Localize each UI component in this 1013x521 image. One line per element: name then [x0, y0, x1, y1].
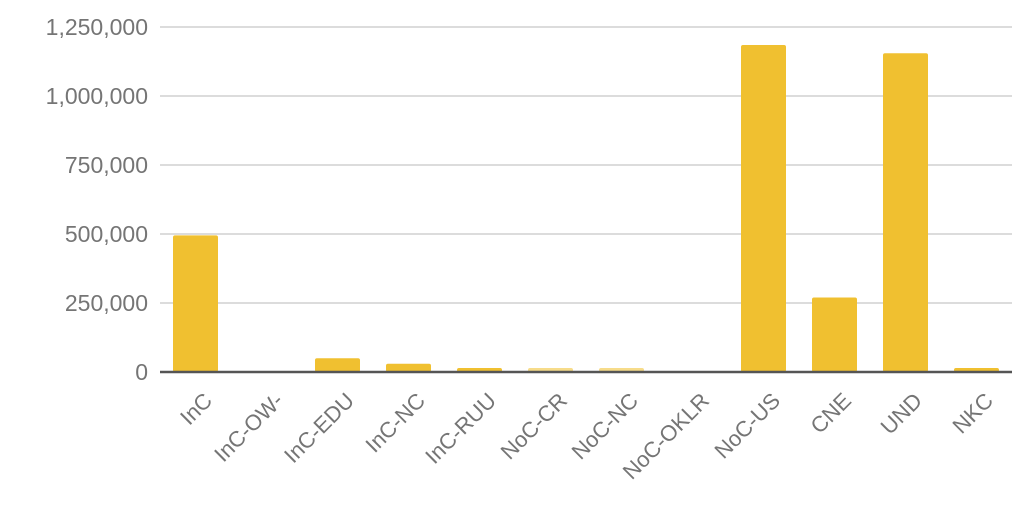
x-tick-label: NoC-CR [496, 388, 572, 464]
y-tick-label: 0 [135, 359, 148, 385]
bar-noc-us [741, 44, 786, 372]
y-tick-label: 250,000 [65, 290, 148, 316]
bar-inc-edu [315, 358, 360, 372]
x-tick-label: InC-EDU [279, 388, 359, 468]
x-tick-label: InC-OW- [209, 388, 288, 467]
bars [173, 44, 999, 372]
y-tick-label: 1,250,000 [46, 14, 148, 40]
y-tick-label: 750,000 [65, 152, 148, 178]
y-tick-label: 1,000,000 [46, 83, 148, 109]
x-tick-label: InC-RUU [420, 388, 501, 469]
x-tick-label: InC [175, 388, 217, 430]
y-axis: 0 250,000 500,000 750,000 1,000,000 1,250,000 [46, 14, 148, 385]
x-tick-label: CNE [806, 388, 857, 439]
x-tick-label: UND [876, 388, 927, 439]
x-tick-label: NKC [948, 388, 999, 439]
bar-inc [173, 235, 218, 372]
x-tick-label: NoC-US [709, 388, 785, 464]
bar-inc-nc [386, 363, 431, 372]
gridlines [160, 26, 1012, 304]
y-tick-label: 500,000 [65, 221, 148, 247]
bar-cne [812, 297, 857, 372]
x-tick-label: InC-NC [360, 388, 430, 458]
bar-und [883, 53, 928, 372]
